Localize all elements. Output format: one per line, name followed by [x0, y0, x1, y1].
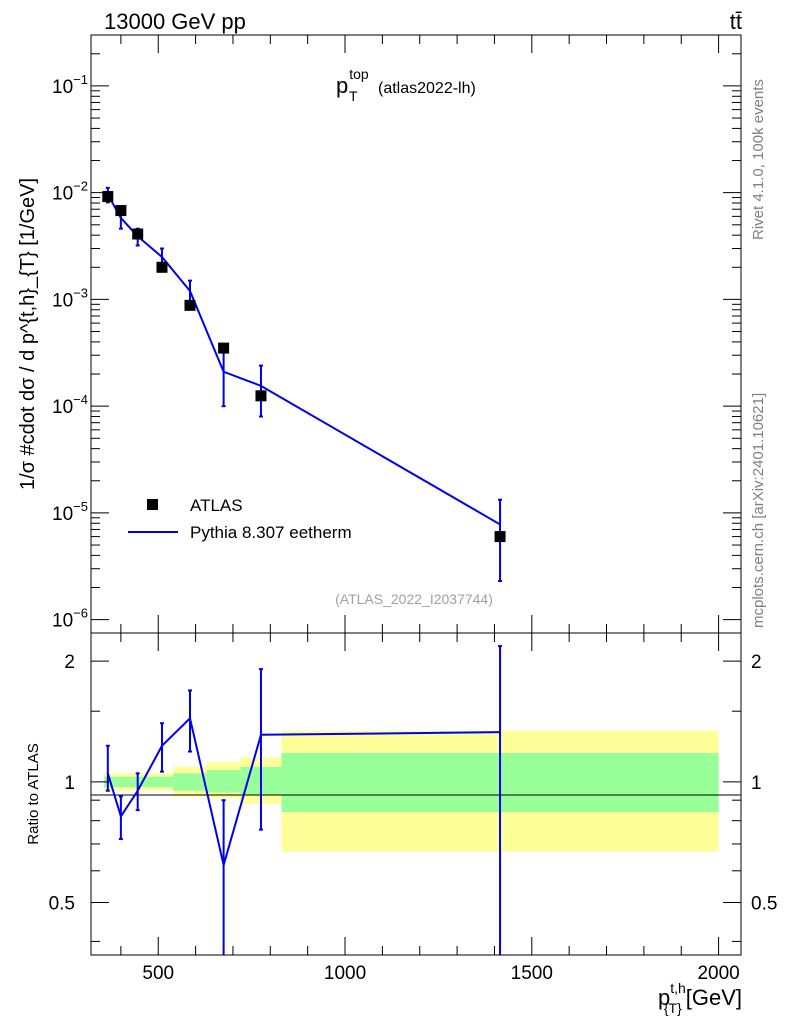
rivet-version-label: Rivet 4.1.0, 100k events: [750, 79, 767, 240]
x-tick-label: 1000: [324, 963, 366, 984]
ratio-y-tick-label-right: 2: [751, 652, 762, 673]
data-series: [102, 191, 506, 543]
main-y-tick-label: 10−2: [52, 179, 88, 205]
ratio-y-tick-label-right: 0.5: [751, 894, 777, 915]
inner-band-bin: [173, 773, 207, 791]
main-y-tick-label: 10−1: [52, 72, 88, 98]
data-point: [156, 261, 168, 273]
x-tick-label: 500: [142, 963, 174, 984]
main-y-tick-label: 10−3: [52, 285, 88, 311]
main-y-axis: 10−1 10−2 10−3 10−4 10−5 10−6: [52, 53, 741, 632]
data-point: [218, 342, 230, 354]
source-label: mcplots.cern.ch [arXiv:2401.10621]: [750, 393, 767, 628]
ratio-mc-series: [105, 645, 503, 955]
plot-title: ptop T (atlas2022-lh): [336, 66, 476, 104]
ratio-plot-frame: [90, 632, 742, 956]
header-process-label: tt̄: [730, 9, 742, 34]
ratio-mc-line: [106, 716, 501, 866]
data-point: [132, 228, 144, 240]
ratio-y-axis-label: Ratio to ATLAS: [25, 743, 42, 844]
x-tick-label: 2000: [697, 963, 739, 984]
legend-data-label: ATLAS: [190, 496, 243, 515]
legend: ATLAS Pythia 8.307 eetherm: [128, 496, 352, 542]
legend-mc-label: Pythia 8.307 eetherm: [190, 523, 352, 542]
mc-series: [105, 186, 503, 583]
data-point: [102, 191, 114, 203]
inner-band-bin: [147, 776, 174, 788]
main-x-ticks: [120, 35, 720, 633]
x-axis-label: pt,h {T} [GeV]: [658, 980, 742, 1016]
data-point: [255, 390, 267, 402]
inner-band-bin: [115, 776, 129, 788]
data-point: [115, 205, 127, 217]
main-y-tick-label: 10−6: [52, 606, 88, 632]
data-point: [184, 299, 196, 311]
analysis-id-label: (ATLAS_2022_I2037744): [335, 591, 493, 607]
ratio-x-axis: 500 1000 1500 2000: [120, 633, 740, 984]
ratio-y-tick-label: 1: [64, 773, 75, 794]
ratio-y-axis: 0.5 0.5 1 1 2 2: [49, 652, 777, 942]
x-tick-label: 1500: [511, 963, 553, 984]
header-energy-label: 13000 GeV pp: [104, 9, 246, 34]
mc-line: [106, 194, 501, 526]
ratio-y-tick-label-right: 1: [751, 773, 762, 794]
ratio-y-tick-label: 0.5: [49, 894, 75, 915]
main-y-tick-label: 10−5: [52, 499, 88, 525]
data-point: [494, 531, 506, 543]
main-y-tick-label: 10−4: [52, 392, 88, 418]
main-y-axis-label: 1/σ #cdot dσ / d p^{t,h}_{T} [1/GeV]: [17, 178, 39, 490]
inner-band-bin: [206, 770, 241, 793]
ratio-y-tick-label: 2: [64, 652, 75, 673]
legend-data-marker: [147, 499, 158, 510]
main-plot-frame: [90, 34, 742, 634]
